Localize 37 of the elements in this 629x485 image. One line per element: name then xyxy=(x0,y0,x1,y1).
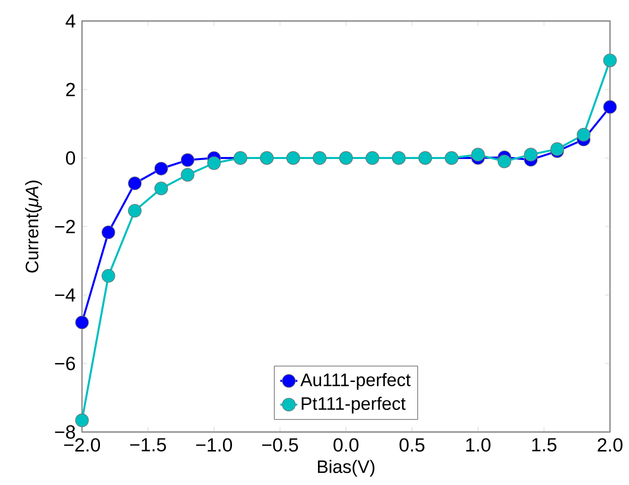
point xyxy=(154,162,168,176)
point xyxy=(75,414,89,428)
point xyxy=(102,269,116,283)
point xyxy=(603,100,617,114)
y-tick-label: 0 xyxy=(66,151,76,165)
point xyxy=(576,128,590,142)
x-tick-label: −0.5 xyxy=(262,438,298,452)
y-tick-label: −2 xyxy=(55,220,75,234)
x-axis-title: Bias(V) xyxy=(318,460,374,477)
legend-label: Au111-perfect xyxy=(300,373,411,390)
point xyxy=(207,156,221,170)
point xyxy=(128,176,142,190)
point xyxy=(471,148,485,162)
x-tick-label: −2.0 xyxy=(64,438,100,452)
x-tick-label: 1.5 xyxy=(532,438,556,452)
point xyxy=(498,154,512,168)
y-tick-label: −8 xyxy=(55,425,75,439)
y-tick-label: 2 xyxy=(66,82,75,96)
point xyxy=(128,204,142,218)
point xyxy=(102,226,116,240)
y-tick-label: 4 xyxy=(66,14,76,28)
legend-label: Pt111-perfect xyxy=(302,396,406,414)
x-tick-label: −1.0 xyxy=(196,438,232,452)
point xyxy=(75,316,89,330)
x-tick-label: 1.0 xyxy=(466,438,490,452)
point xyxy=(603,54,617,68)
y-tick-label: −6 xyxy=(55,356,75,370)
x-tick-label: −1.5 xyxy=(130,438,166,452)
y-tick-label: −4 xyxy=(55,288,76,302)
x-tick-label: 0.0 xyxy=(334,438,358,452)
y-axis-title: Current(μA) xyxy=(25,180,42,273)
point xyxy=(524,148,538,162)
point xyxy=(180,168,194,182)
x-tick-label: 2.0 xyxy=(598,438,622,452)
x-tick-label: 0.5 xyxy=(400,438,424,452)
point xyxy=(180,153,194,167)
point xyxy=(154,182,168,196)
